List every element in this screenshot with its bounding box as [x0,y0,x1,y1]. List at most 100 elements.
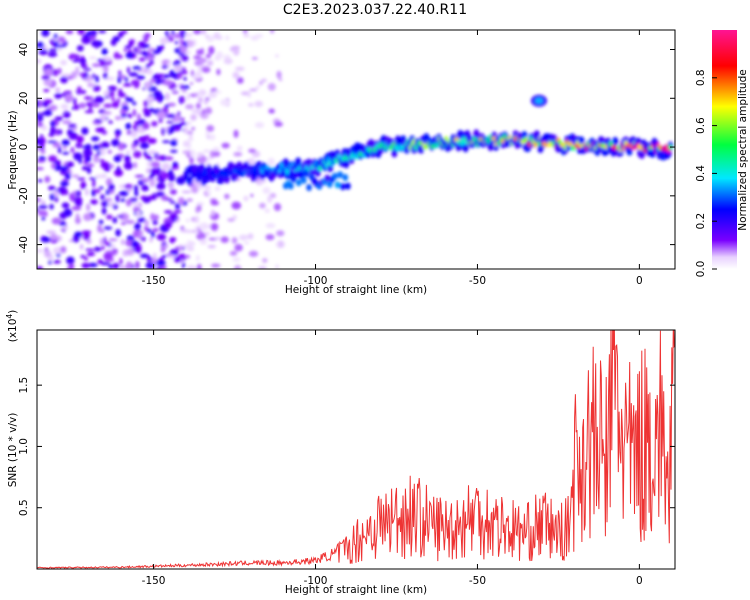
noise-blob [194,92,199,97]
noise-blob [146,96,155,102]
noise-blob [125,248,135,256]
noise-blob [103,252,113,260]
noise-blob [165,92,170,101]
noise-blob [189,82,194,85]
noise-blob [108,120,113,124]
noise-blob [100,229,105,233]
noise-blob [148,175,155,180]
noise-blob [136,210,141,217]
noise-blob [128,72,139,77]
noise-blob [185,104,194,110]
noise-blob [38,204,48,209]
noise-blob [152,252,157,259]
noise-blob [63,208,73,217]
snr-panel: -150 -100 -50 0 0.5 1.0 1.5 Height of straight… [5,310,676,596]
noise-blob [86,155,92,162]
noise-blob [40,148,46,154]
noise-blob [183,126,189,135]
noise-blob [189,155,194,165]
noise-blob [185,218,190,223]
noise-blob [53,69,59,77]
noise-blob [60,59,67,66]
noise-blob [76,86,82,94]
noise-blob [161,255,167,259]
noise-blob [145,262,155,269]
noise-blob [134,120,142,125]
noise-blob [91,63,101,67]
noise-blob [259,80,263,86]
noise-blob [160,246,166,253]
snr-y-label: SNR (10 * v/v) [7,413,19,488]
noise-blob [264,208,270,213]
spectrogram-y-tick-label: 0 [18,144,30,151]
noise-blob [186,93,190,101]
secondary-blob [342,173,349,181]
noise-blob [130,79,140,86]
noise-blob [75,66,80,75]
noise-blob [111,97,116,101]
noise-blob [190,114,197,121]
noise-blob [224,193,230,200]
spectrogram-x-tick-label: -100 [304,275,328,287]
noise-blob [47,140,58,144]
noise-blob [205,130,209,139]
noise-blob [196,263,202,269]
noise-blob [93,156,100,163]
noise-blob [206,125,215,132]
band-core [212,173,217,179]
noise-blob [177,73,183,79]
noise-blob [46,230,57,235]
noise-blob [206,189,211,196]
noise-blob [265,234,275,241]
colorbar-tick-label: 0.6 [695,117,707,134]
noise-blob [195,201,205,207]
noise-blob [69,192,75,201]
noise-blob [104,197,113,202]
noise-blob [276,230,285,237]
noise-blob [92,179,96,188]
noise-blob [248,103,254,107]
noise-blob [142,107,150,114]
noise-blob [180,228,187,233]
noise-blob [195,102,201,110]
noise-blob [37,112,40,120]
noise-blob [164,156,174,161]
noise-blob [150,214,158,220]
colorbar-label: Normalized spectral amplitude [737,69,749,230]
noise-blob [138,57,146,62]
band-blob [343,159,350,169]
noise-blob [247,90,251,98]
noise-blob [198,73,203,78]
noise-blob [139,253,149,259]
noise-blob [152,228,159,232]
noise-blob [244,241,250,245]
noise-blob [161,65,169,69]
snr-y-tick-label: 0.5 [18,499,30,516]
colorbar-tick-label: 0.2 [695,213,707,230]
noise-blob [87,82,93,88]
noise-blob [48,155,58,163]
noise-blob [79,243,84,250]
noise-blob [187,137,194,142]
noise-blob [174,33,181,39]
snr-x-label: Height of straight line (km) [285,584,427,596]
noise-blob [270,30,275,34]
noise-blob [196,204,202,212]
noise-blob [72,97,77,106]
noise-blob [54,195,59,203]
noise-blob [161,162,171,170]
colorbar-tick-label: 0.0 [695,261,707,278]
noise-blob [177,197,185,205]
noise-blob [124,77,129,82]
spectrogram-frame [36,29,676,270]
noise-blob [220,236,229,244]
noise-blob [231,201,242,210]
noise-blob [149,107,154,113]
noise-blob [52,141,61,148]
noise-blob [132,109,137,117]
noise-blob [166,102,177,107]
band-core [349,154,354,160]
colorbar-gradient [712,30,737,269]
noise-blob [210,222,219,231]
noise-blob [208,92,218,99]
